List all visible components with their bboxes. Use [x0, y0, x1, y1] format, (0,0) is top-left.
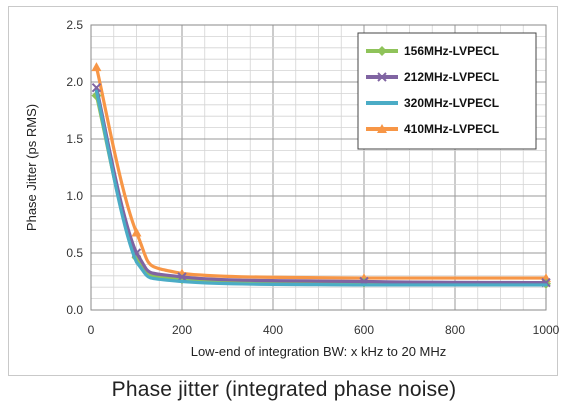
figure-caption: Phase jitter (integrated phase noise) [111, 378, 457, 401]
data-point-marker [377, 46, 387, 56]
legend-label: 410MHz-LVPECL [404, 122, 499, 136]
data-point-marker [377, 124, 387, 133]
y-tick-label: 2.5 [66, 18, 83, 32]
y-tick-label: 1.5 [66, 132, 83, 146]
x-tick-label: 200 [172, 323, 192, 337]
legend-label: 212MHz-LVPECL [404, 70, 499, 84]
data-point-marker [91, 82, 102, 93]
data-point-marker [177, 272, 187, 282]
series-line-320mhz-lvpecl [94, 89, 548, 287]
x-tick-label: 1000 [533, 323, 559, 337]
legend-label: 156MHz-LVPECL [404, 44, 499, 58]
series-line-410mhz-lvpecl [94, 65, 548, 280]
x-axis-title: Low-end of integration BW: x kHz to 20 M… [191, 344, 447, 359]
y-axis-title: Phase Jitter (ps RMS) [24, 104, 39, 231]
x-tick-label: 400 [263, 323, 283, 337]
chart-frame: 0.0 0.5 1.0 1.5 2.0 2.5 0 200 400 600 800 1000 Low-e… [8, 6, 559, 376]
x-tick-label: 0 [88, 323, 95, 337]
y-tick-label: 1.0 [66, 189, 83, 203]
data-point-marker [377, 72, 387, 82]
y-tick-label: 2.0 [66, 75, 83, 89]
x-tick-label: 600 [354, 323, 374, 337]
y-tick-label: 0.5 [66, 246, 83, 260]
y-tick-label: 0.0 [66, 303, 83, 317]
plot-area-border [90, 24, 547, 311]
x-tick-label: 800 [445, 323, 465, 337]
data-point-marker [131, 227, 142, 237]
data-point-marker [91, 62, 102, 72]
phase-jitter-chart: 0.0 0.5 1.0 1.5 2.0 2.5 0 200 400 600 800 1000 Low-e… [24, 18, 559, 359]
series-line-212mhz-lvpecl [94, 86, 548, 285]
legend-label: 320MHz-LVPECL [404, 96, 499, 110]
